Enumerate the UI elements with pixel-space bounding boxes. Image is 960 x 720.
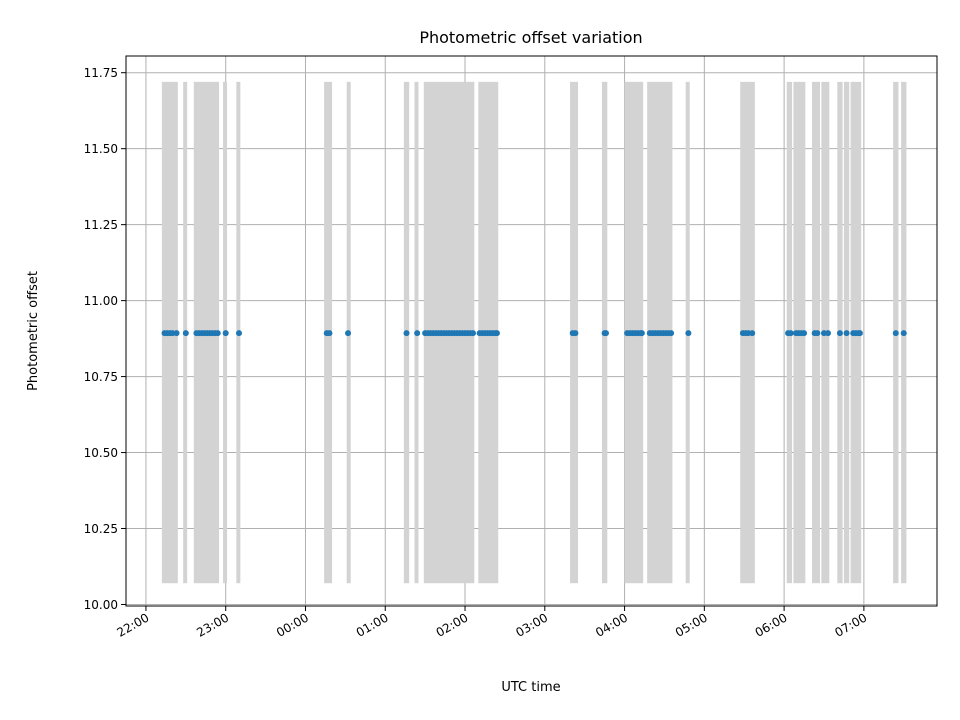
data-point <box>222 330 229 337</box>
data-point <box>173 330 180 337</box>
data-point <box>749 330 756 337</box>
y-tick-label: 11.50 <box>84 142 118 156</box>
data-point <box>801 330 808 337</box>
x-tick-label: 05:00 <box>673 610 710 639</box>
x-tick-label: 23:00 <box>194 610 231 639</box>
data-point <box>685 330 692 337</box>
x-tick-label: 22:00 <box>114 610 151 639</box>
y-tick-label: 11.75 <box>84 66 118 80</box>
series-points <box>161 330 907 337</box>
data-point <box>668 330 675 337</box>
x-axis-label: UTC time <box>501 680 560 695</box>
data-point <box>182 330 189 337</box>
data-point <box>892 330 899 337</box>
data-point <box>824 330 831 337</box>
data-point <box>470 330 477 337</box>
data-point <box>843 330 850 337</box>
data-point <box>638 330 645 337</box>
data-point <box>856 330 863 337</box>
data-point <box>493 330 500 337</box>
x-tick-label: 00:00 <box>274 610 311 639</box>
data-point <box>602 330 609 337</box>
chart-title: Photometric offset variation <box>419 28 642 47</box>
data-point <box>214 330 221 337</box>
y-tick-label: 10.25 <box>84 522 118 536</box>
data-point <box>900 330 907 337</box>
x-tick-label: 04:00 <box>593 610 630 639</box>
x-tick-label: 06:00 <box>753 610 790 639</box>
plot-frame <box>125 55 938 607</box>
data-point <box>345 330 352 337</box>
data-point <box>236 330 243 337</box>
data-point <box>403 330 410 337</box>
data-point <box>814 330 821 337</box>
y-tick-label: 10.50 <box>84 446 118 460</box>
data-point <box>572 330 579 337</box>
data-point <box>326 330 333 337</box>
x-tick-label: 01:00 <box>354 610 391 639</box>
x-tick-label: 03:00 <box>513 610 550 639</box>
y-tick-label: 11.25 <box>84 218 118 232</box>
data-point <box>787 330 794 337</box>
data-point <box>836 330 843 337</box>
x-tick-label: 02:00 <box>434 610 471 639</box>
y-tick-label: 10.75 <box>84 370 118 384</box>
data-point <box>414 330 421 337</box>
y-tick-label: 10.00 <box>84 598 118 612</box>
x-tick-label: 07:00 <box>832 610 869 639</box>
y-axis-label: Photometric offset <box>26 271 41 391</box>
y-tick-label: 11.00 <box>84 294 118 308</box>
